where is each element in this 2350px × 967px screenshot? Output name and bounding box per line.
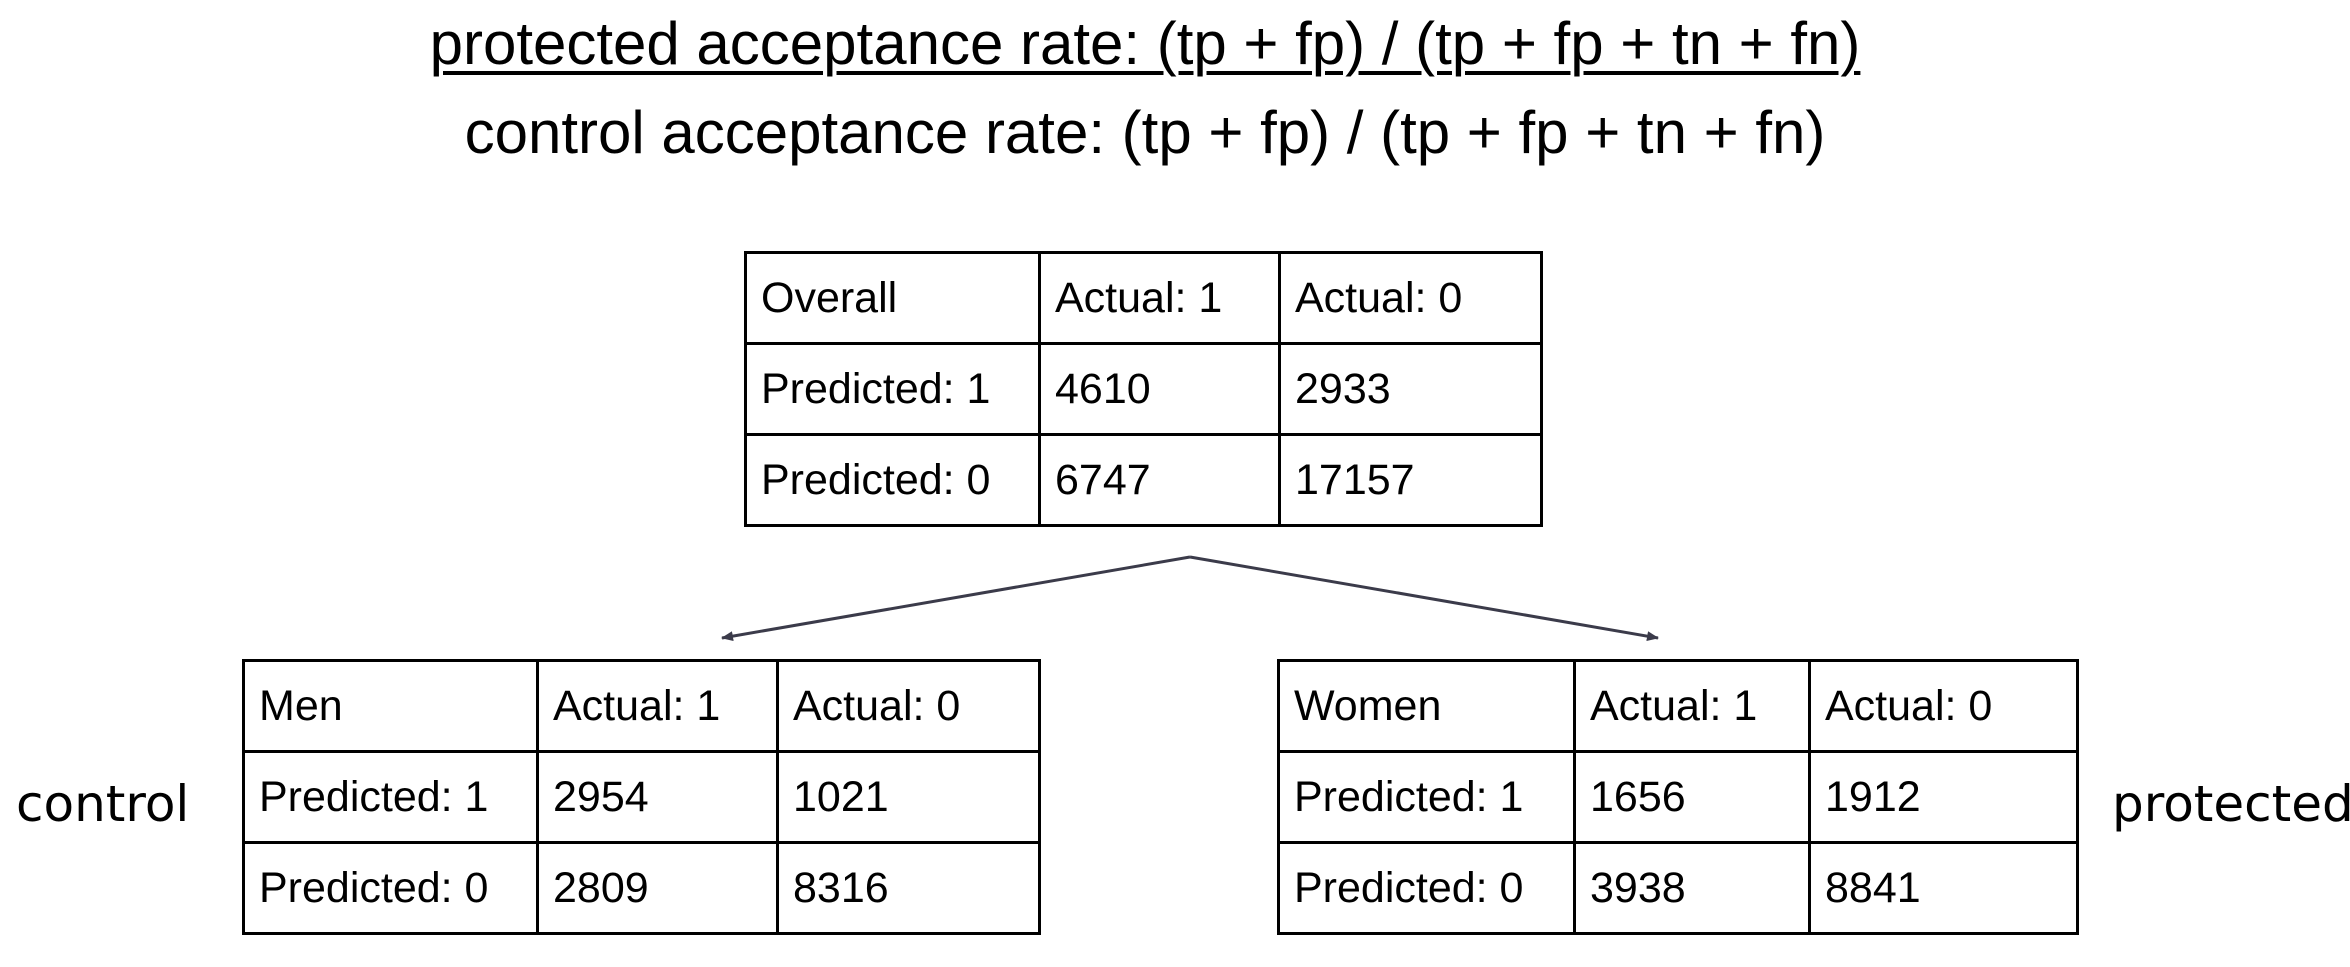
arrow-to-women [1189, 555, 1659, 642]
table-row: Predicted: 1 4610 2933 [744, 342, 1543, 436]
table-cell: 3938 [1573, 841, 1811, 935]
table-row: Predicted: 0 6747 17157 [744, 433, 1543, 527]
table-cell: 2809 [536, 841, 779, 935]
table-header-row: Overall Actual: 1 Actual: 0 [744, 251, 1543, 345]
row-label: Predicted: 0 [242, 841, 539, 935]
row-label: Predicted: 1 [242, 750, 539, 844]
arrow-to-men [721, 555, 1191, 642]
header-cell: Actual: 0 [1278, 251, 1543, 345]
table-cell: 2954 [536, 750, 779, 844]
table-header-row: Women Actual: 1 Actual: 0 [1277, 659, 2079, 753]
men-confusion-matrix: Men Actual: 1 Actual: 0 Predicted: 1 295… [242, 659, 1041, 935]
header-cell: Actual: 1 [1573, 659, 1811, 753]
table-cell: 2933 [1278, 342, 1543, 436]
table-cell: 8841 [1808, 841, 2079, 935]
table-cell: 17157 [1278, 433, 1543, 527]
table-row: Predicted: 1 1656 1912 [1277, 750, 2079, 844]
header-cell: Actual: 0 [1808, 659, 2079, 753]
header-cell: Actual: 0 [776, 659, 1041, 753]
table-cell: 1656 [1573, 750, 1811, 844]
protected-label: protected [2112, 775, 2350, 833]
table-cell: 1021 [776, 750, 1041, 844]
protected-formula: protected acceptance rate: (tp + fp) / (… [0, 10, 2290, 78]
table-cell: 8316 [776, 841, 1041, 935]
table-row: Predicted: 0 2809 8316 [242, 841, 1041, 935]
header-cell: Overall [744, 251, 1041, 345]
header-cell: Women [1277, 659, 1576, 753]
table-header-row: Men Actual: 1 Actual: 0 [242, 659, 1041, 753]
table-cell: 6747 [1038, 433, 1281, 527]
table-row: Predicted: 1 2954 1021 [242, 750, 1041, 844]
control-label: control [16, 775, 190, 833]
protected-formula-text: protected acceptance rate: (tp + fp) / (… [429, 10, 1861, 77]
header-cell: Men [242, 659, 539, 753]
overall-confusion-matrix: Overall Actual: 1 Actual: 0 Predicted: 1… [744, 251, 1543, 527]
row-label: Predicted: 0 [744, 433, 1041, 527]
table-cell: 4610 [1038, 342, 1281, 436]
row-label: Predicted: 1 [1277, 750, 1576, 844]
women-confusion-matrix: Women Actual: 1 Actual: 0 Predicted: 1 1… [1277, 659, 2079, 935]
row-label: Predicted: 0 [1277, 841, 1576, 935]
control-formula: control acceptance rate: (tp + fp) / (tp… [464, 99, 1826, 166]
row-label: Predicted: 1 [744, 342, 1041, 436]
header-cell: Actual: 1 [536, 659, 779, 753]
table-cell: 1912 [1808, 750, 2079, 844]
table-row: Predicted: 0 3938 8841 [1277, 841, 2079, 935]
header-cell: Actual: 1 [1038, 251, 1281, 345]
